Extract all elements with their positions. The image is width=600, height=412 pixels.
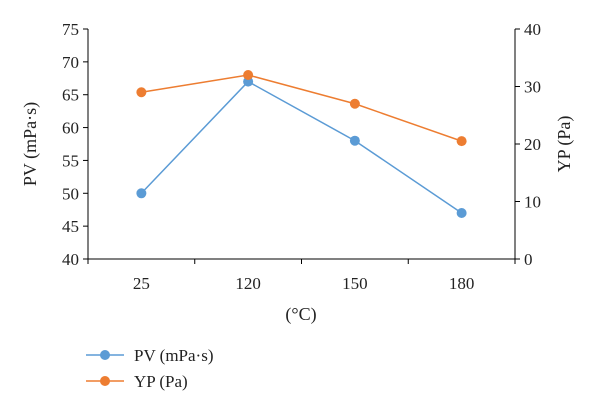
right-y-tick-label: 30 — [524, 78, 541, 97]
left-y-ticks: 40 45 50 55 60 65 70 75 — [62, 20, 88, 269]
left-y-axis-title: PV (mPa·s) — [20, 102, 41, 186]
right-y-ticks: 0 10 20 30 40 — [515, 20, 541, 269]
series-pv-point — [456, 208, 467, 218]
right-y-tick-label: 10 — [524, 193, 541, 212]
series-yp-point — [349, 98, 360, 109]
x-tick-label: 120 — [235, 274, 261, 293]
x-tick-label: 180 — [449, 274, 475, 293]
series-yp-point — [456, 136, 467, 147]
left-y-tick-label: 50 — [62, 184, 79, 203]
left-y-tick-label: 70 — [62, 53, 79, 72]
x-tick-label: 150 — [342, 274, 368, 293]
legend-item-yp: YP (Pa) — [86, 372, 188, 391]
right-y-tick-label: 40 — [524, 20, 541, 39]
legend-yp-label: YP (Pa) — [134, 372, 188, 391]
legend-pv-label: PV (mPa·s) — [134, 346, 214, 365]
legend-yp-marker — [100, 376, 110, 386]
series-pv-point — [136, 188, 147, 199]
right-y-axis-title: YP (Pa) — [554, 116, 575, 173]
series-pv-line — [140, 80, 463, 214]
left-y-tick-label: 45 — [62, 217, 79, 236]
legend-item-pv: PV (mPa·s) — [86, 346, 214, 365]
left-y-tick-label: 65 — [62, 86, 79, 105]
x-axis-title: (°C) — [285, 304, 316, 325]
legend: PV (mPa·s) YP (Pa) — [86, 346, 214, 391]
series-yp-point — [136, 87, 147, 98]
series-yp-line — [141, 74, 462, 142]
x-ticks: 25 120 150 180 — [87, 259, 516, 293]
legend-pv-marker — [100, 350, 110, 360]
right-y-tick-label: 0 — [524, 250, 533, 269]
right-y-tick-label: 20 — [524, 135, 541, 154]
series-layer — [136, 70, 467, 218]
left-y-tick-label: 55 — [62, 151, 79, 170]
left-y-tick-label: 60 — [62, 119, 79, 138]
left-y-tick-label: 75 — [62, 20, 79, 39]
left-y-tick-label: 40 — [62, 250, 79, 269]
series-pv-point — [349, 135, 360, 146]
series-yp-point — [243, 70, 254, 80]
x-tick-label: 25 — [133, 274, 150, 293]
